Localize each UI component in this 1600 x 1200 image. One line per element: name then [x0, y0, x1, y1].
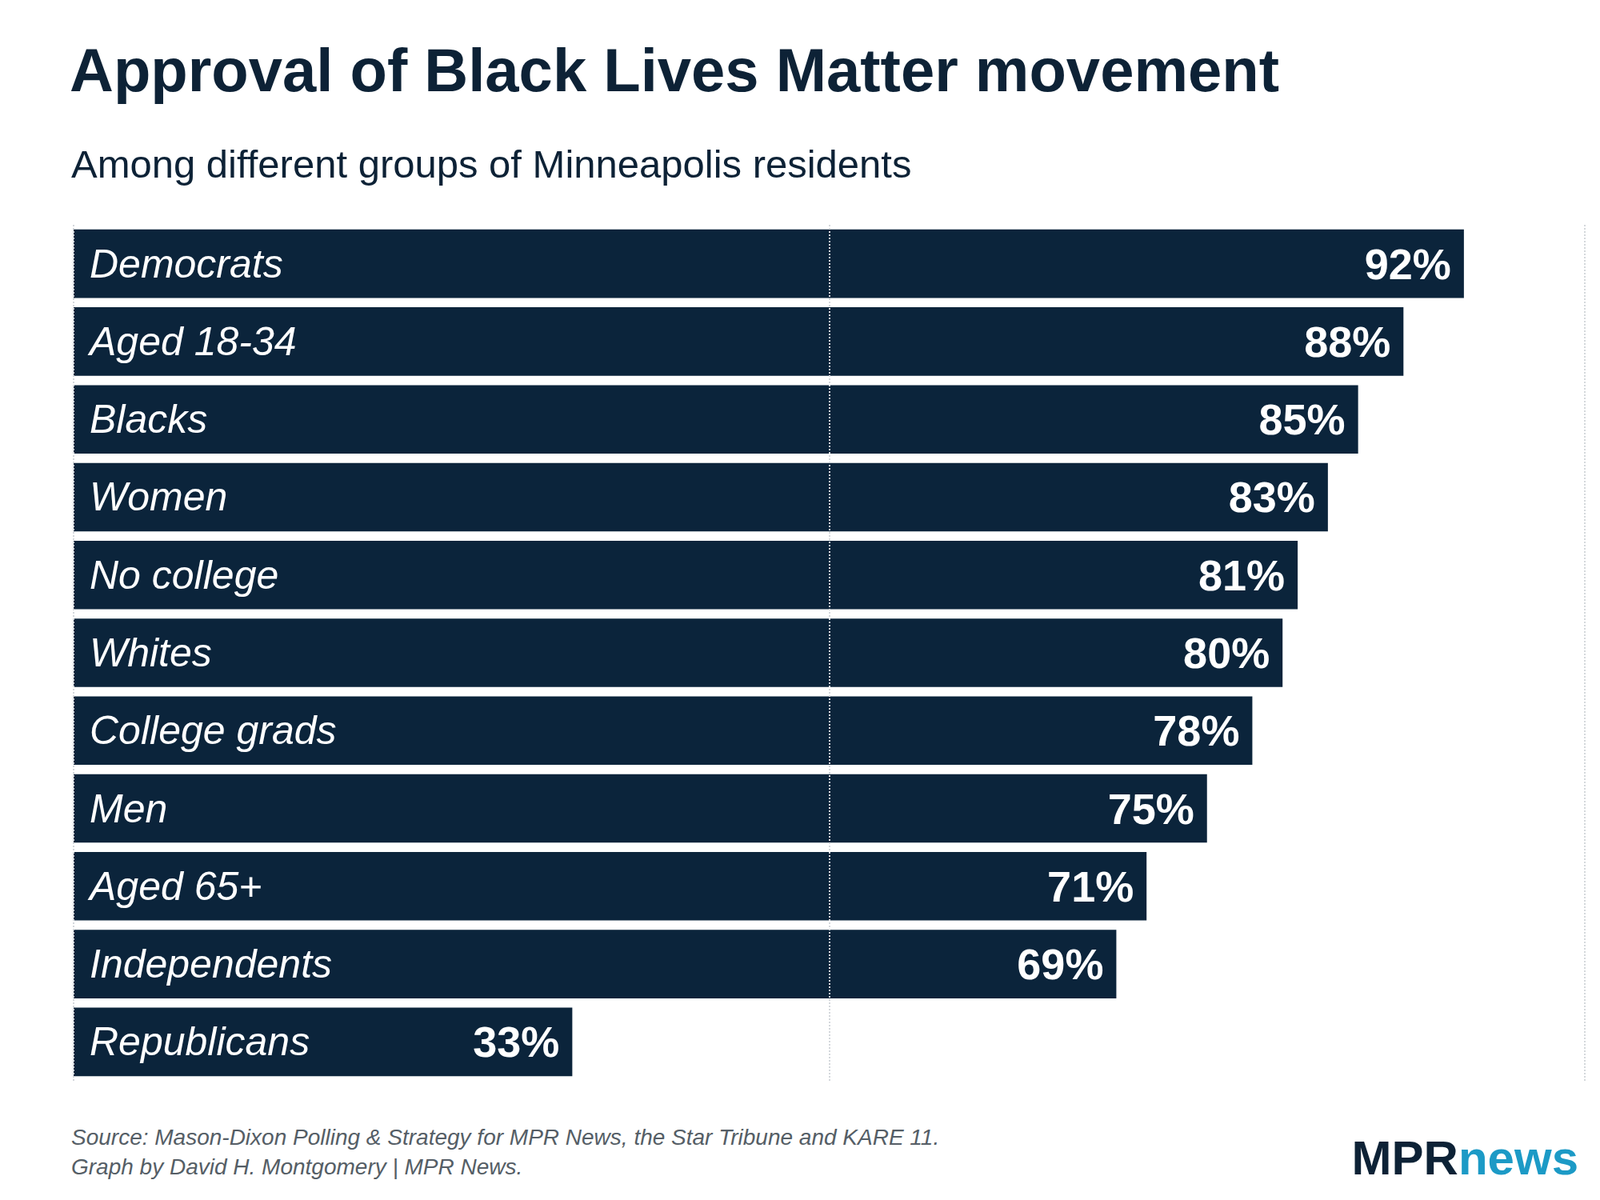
svg-text:Democrats: Democrats: [89, 241, 284, 287]
svg-text:69%: 69%: [1016, 940, 1104, 988]
svg-text:Women: Women: [89, 474, 228, 520]
svg-text:71%: 71%: [1047, 862, 1134, 911]
svg-text:Independents: Independents: [89, 941, 332, 987]
svg-text:92%: 92%: [1364, 240, 1452, 288]
svg-text:Source: Mason-Dixon Polling &: Source: Mason-Dixon Polling & Strategy f…: [71, 1124, 940, 1150]
svg-text:85%: 85%: [1259, 395, 1346, 444]
svg-text:75%: 75%: [1108, 784, 1195, 833]
svg-text:81%: 81%: [1198, 551, 1285, 600]
svg-text:news: news: [1458, 1131, 1579, 1185]
svg-text:Among different groups of Minn: Among different groups of Minneapolis re…: [71, 142, 912, 186]
svg-text:Graph by David H. Montgomery |: Graph by David H. Montgomery | MPR News.: [71, 1154, 523, 1180]
svg-text:College grads: College grads: [89, 708, 337, 753]
svg-text:88%: 88%: [1304, 317, 1391, 366]
svg-text:Republicans: Republicans: [89, 1019, 310, 1064]
svg-text:83%: 83%: [1228, 472, 1316, 521]
svg-text:Whites: Whites: [89, 630, 212, 676]
svg-text:80%: 80%: [1183, 628, 1270, 677]
svg-text:Approval of Black Lives Matter: Approval of Black Lives Matter movement: [69, 36, 1280, 104]
svg-text:MPR: MPR: [1352, 1131, 1459, 1185]
svg-text:No college: No college: [89, 552, 279, 598]
svg-text:Blacks: Blacks: [89, 396, 208, 442]
svg-text:Aged 65+: Aged 65+: [87, 864, 262, 909]
svg-text:Men: Men: [89, 786, 168, 832]
svg-text:33%: 33%: [472, 1017, 560, 1066]
svg-text:78%: 78%: [1152, 706, 1240, 755]
svg-text:Aged 18-34: Aged 18-34: [87, 319, 297, 364]
